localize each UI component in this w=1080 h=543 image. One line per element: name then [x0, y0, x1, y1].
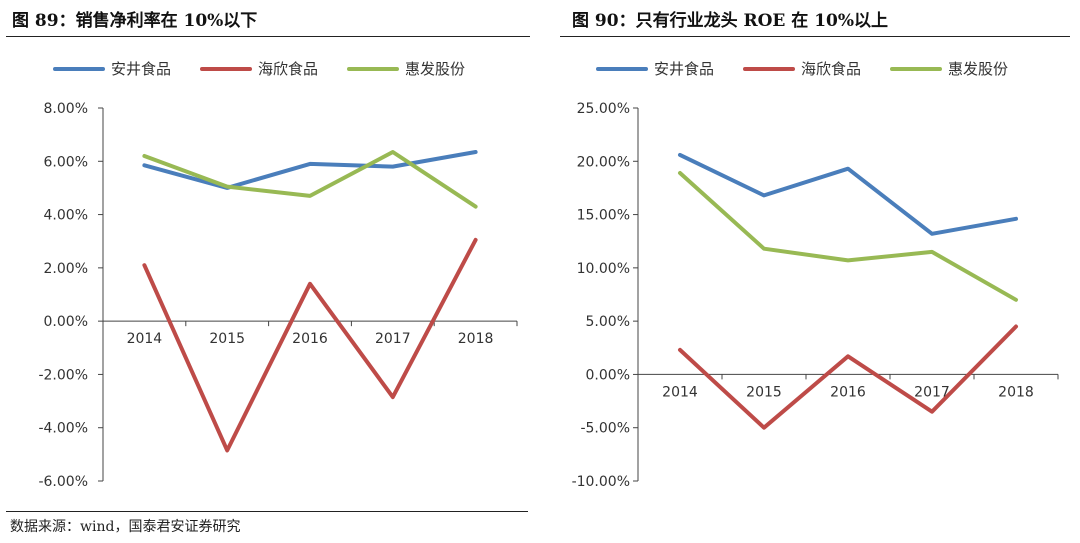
x-tick-label: 2017 [914, 384, 950, 400]
y-tick-label: -5.00% [580, 421, 630, 437]
chart-panel-sales-margin: 图 89：销售净利率在 10%以下 安井食品 海欣食品 惠发股份 8.00% 6.00%… [0, 0, 530, 512]
legend-label: 海欣食品 [258, 60, 318, 78]
series-line [678, 324, 1018, 430]
series-line [142, 150, 478, 209]
y-tick-label: 0.00% [44, 314, 88, 330]
title-divider [560, 36, 1070, 37]
x-tick-label: 2014 [127, 331, 163, 347]
y-tick-label: 0.00% [586, 367, 630, 383]
series-line [142, 237, 478, 453]
y-tick-label: 4.00% [44, 208, 88, 224]
series-line [678, 171, 1018, 302]
y-tick-label: -6.00% [38, 474, 88, 490]
x-tick-label: 2016 [830, 384, 866, 400]
x-tick-label: 2017 [375, 331, 411, 347]
footer-divider [6, 511, 528, 512]
y-tick-label: 2.00% [44, 261, 88, 277]
title-divider [6, 36, 530, 37]
series-line [678, 152, 1018, 236]
x-tick-label: 2015 [746, 384, 782, 400]
y-tick-label: 10.00% [577, 261, 630, 277]
y-tick-label: -2.00% [38, 367, 88, 383]
chart-panel-roe: 图 90：只有行业龙头 ROE 在 10%以上 安井食品 海欣食品 惠发股份 25.0… [560, 0, 1080, 512]
x-tick-label: 2018 [458, 331, 494, 347]
chart-title: 图 90：只有行业龙头 ROE 在 10%以上 [572, 11, 889, 31]
y-tick-label: 5.00% [586, 314, 630, 330]
legend-label: 惠发股份 [948, 60, 1008, 78]
source-note: 数据来源：wind，国泰君安证券研究 [10, 519, 241, 535]
y-tick-label: 25.00% [577, 101, 630, 117]
x-tick-label: 2018 [998, 384, 1034, 400]
y-tick-label: 8.00% [44, 101, 88, 117]
chart-title: 图 89：销售净利率在 10%以下 [12, 11, 258, 31]
legend-label: 海欣食品 [801, 60, 861, 78]
y-tick-label: 20.00% [577, 154, 630, 170]
line-chart-roe: 安井食品 海欣食品 惠发股份 25.00% 20.00% 15.00% 10.00% 5.00… [572, 60, 1059, 490]
x-tick-label: 2015 [209, 331, 245, 347]
series-line [142, 150, 478, 190]
x-tick-label: 2014 [662, 384, 698, 400]
legend-label: 安井食品 [111, 60, 171, 78]
legend-label: 安井食品 [654, 60, 714, 78]
line-chart-sales-margin: 安井食品 海欣食品 惠发股份 8.00% 6.00% 4.00% 2.00% 0.00% -2.… [38, 60, 518, 490]
y-tick-label: 6.00% [44, 154, 88, 170]
y-tick-label: 15.00% [577, 208, 630, 224]
y-tick-label: -4.00% [38, 421, 88, 437]
legend-label: 惠发股份 [405, 60, 465, 78]
y-tick-label: -10.00% [572, 474, 630, 490]
x-tick-label: 2016 [292, 331, 328, 347]
